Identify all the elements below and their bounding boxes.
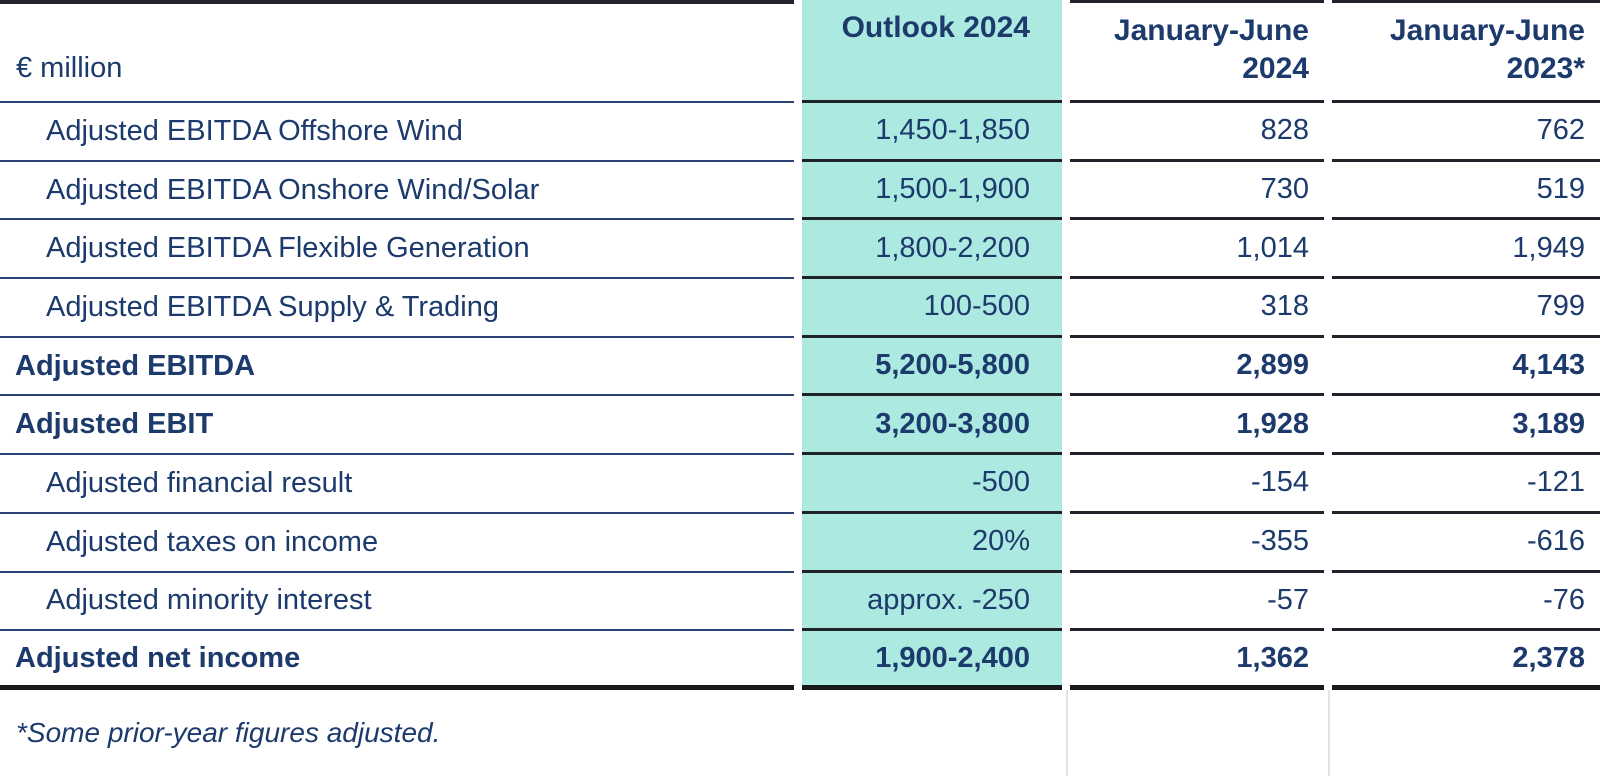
jan-june-2024-value: 828 — [1070, 103, 1324, 162]
table-row-adjusted-net-income: Adjusted net income 1,900-2,400 1,362 2,… — [0, 631, 1600, 690]
table-footer: *Some prior-year figures adjusted. — [0, 689, 1600, 776]
jan-june-2023-value: 2,378 — [1332, 631, 1600, 690]
table-row-adjusted-ebit-total: Adjusted EBIT 3,200-3,800 1,928 3,189 — [0, 396, 1600, 456]
outlook-value: 20% — [802, 513, 1062, 573]
jan-june-2023-value: 762 — [1332, 103, 1600, 162]
column-gap — [794, 279, 802, 338]
column-gap — [1324, 396, 1332, 456]
column-gap — [1324, 103, 1332, 162]
jan-june-2024-value: -57 — [1070, 573, 1324, 632]
column-gap — [794, 455, 802, 514]
unit-label: € million — [0, 0, 794, 103]
outlook-value: approx. -250 — [802, 572, 1062, 632]
jan-june-2024-value: 1,928 — [1070, 396, 1324, 456]
column-divider-line — [1328, 689, 1330, 776]
outlook-value: 100-500 — [802, 279, 1062, 338]
column-gap — [794, 631, 802, 690]
jan-june-2023-value: -121 — [1332, 455, 1600, 514]
row-label: Adjusted EBITDA — [0, 338, 794, 397]
table-row-adjusted-financial-result: Adjusted financial result -500 -154 -121 — [0, 455, 1600, 514]
column-gap — [794, 0, 802, 103]
jan-june-2024-value: -154 — [1070, 455, 1324, 514]
jan-june-2023-value: -616 — [1332, 514, 1600, 573]
jan-june-2024-value: 1,362 — [1070, 631, 1324, 690]
jan-june-2024-value: -355 — [1070, 514, 1324, 573]
column-gap — [1062, 631, 1070, 690]
column-header-outlook-2024: Outlook 2024 — [802, 0, 1062, 103]
outlook-value: 1,900-2,400 — [802, 631, 1062, 690]
column-gap — [1062, 0, 1070, 103]
jan-june-2024-value: 318 — [1070, 279, 1324, 338]
column-gap — [1062, 103, 1070, 162]
outlook-value: 1,800-2,200 — [802, 220, 1062, 280]
column-gap — [1062, 513, 1070, 573]
jan-june-2023-value: 519 — [1332, 162, 1600, 221]
column-gap — [794, 396, 802, 456]
jan-june-2024-value: 730 — [1070, 162, 1324, 221]
jan-june-2024-value: 1,014 — [1070, 220, 1324, 280]
row-label: Adjusted net income — [0, 631, 794, 690]
table-row-adjusted-ebitda-total: Adjusted EBITDA 5,200-5,800 2,899 4,143 — [0, 337, 1600, 397]
jan-june-2023-value: -76 — [1332, 573, 1600, 632]
table-row-ebitda-supply-trading: Adjusted EBITDA Supply & Trading 100-500… — [0, 279, 1600, 338]
row-label: Adjusted EBITDA Supply & Trading — [0, 279, 794, 338]
column-gap — [1324, 220, 1332, 280]
column-gap — [1062, 220, 1070, 280]
outlook-value: 3,200-3,800 — [802, 396, 1062, 456]
column-gap — [794, 572, 802, 632]
column-gap — [1324, 455, 1332, 514]
table-row-ebitda-flexible-generation: Adjusted EBITDA Flexible Generation 1,80… — [0, 220, 1600, 280]
row-label: Adjusted minority interest — [0, 573, 794, 632]
jan-june-2023-value: 799 — [1332, 279, 1600, 338]
column-gap — [794, 220, 802, 280]
column-gap — [1324, 0, 1332, 103]
column-gap — [1324, 279, 1332, 338]
column-divider-line — [1066, 689, 1068, 776]
column-gap — [794, 161, 802, 221]
column-gap — [1062, 572, 1070, 632]
column-header-january-june-2024: January-June 2024 — [1070, 0, 1324, 103]
column-gap — [1324, 572, 1332, 632]
row-label: Adjusted EBITDA Onshore Wind/Solar — [0, 162, 794, 221]
outlook-value: 5,200-5,800 — [802, 337, 1062, 397]
row-label: Adjusted EBITDA Offshore Wind — [0, 103, 794, 162]
table-row-adjusted-minority-interest: Adjusted minority interest approx. -250 … — [0, 572, 1600, 632]
column-gap — [794, 337, 802, 397]
jan-june-2023-value: 4,143 — [1332, 338, 1600, 397]
row-label: Adjusted EBITDA Flexible Generation — [0, 220, 794, 280]
row-label: Adjusted EBIT — [0, 396, 794, 456]
column-gap — [1062, 279, 1070, 338]
column-gap — [794, 103, 802, 162]
column-gap — [1062, 337, 1070, 397]
table-row-ebitda-onshore-wind-solar: Adjusted EBITDA Onshore Wind/Solar 1,500… — [0, 161, 1600, 221]
row-label: Adjusted taxes on income — [0, 514, 794, 573]
row-label: Adjusted financial result — [0, 455, 794, 514]
outlook-value: -500 — [802, 455, 1062, 514]
footnote-text: *Some prior-year figures adjusted. — [16, 716, 441, 748]
column-gap — [1062, 455, 1070, 514]
jan-june-2023-value: 3,189 — [1332, 396, 1600, 456]
outlook-value: 1,450-1,850 — [802, 103, 1062, 162]
column-gap — [1062, 161, 1070, 221]
column-gap — [1324, 631, 1332, 690]
jan-june-2023-value: 1,949 — [1332, 220, 1600, 280]
column-gap — [794, 513, 802, 573]
table-row-ebitda-offshore-wind: Adjusted EBITDA Offshore Wind 1,450-1,85… — [0, 103, 1600, 162]
column-gap — [1062, 396, 1070, 456]
column-gap — [1324, 161, 1332, 221]
column-header-january-june-2023: January-June 2023* — [1332, 0, 1600, 103]
outlook-value: 1,500-1,900 — [802, 161, 1062, 221]
table-row-adjusted-taxes-on-income: Adjusted taxes on income 20% -355 -616 — [0, 513, 1600, 573]
column-gap — [1324, 513, 1332, 573]
column-gap — [1324, 337, 1332, 397]
jan-june-2024-value: 2,899 — [1070, 338, 1324, 397]
table-header-row: € million Outlook 2024 January-June 2024… — [0, 0, 1600, 103]
